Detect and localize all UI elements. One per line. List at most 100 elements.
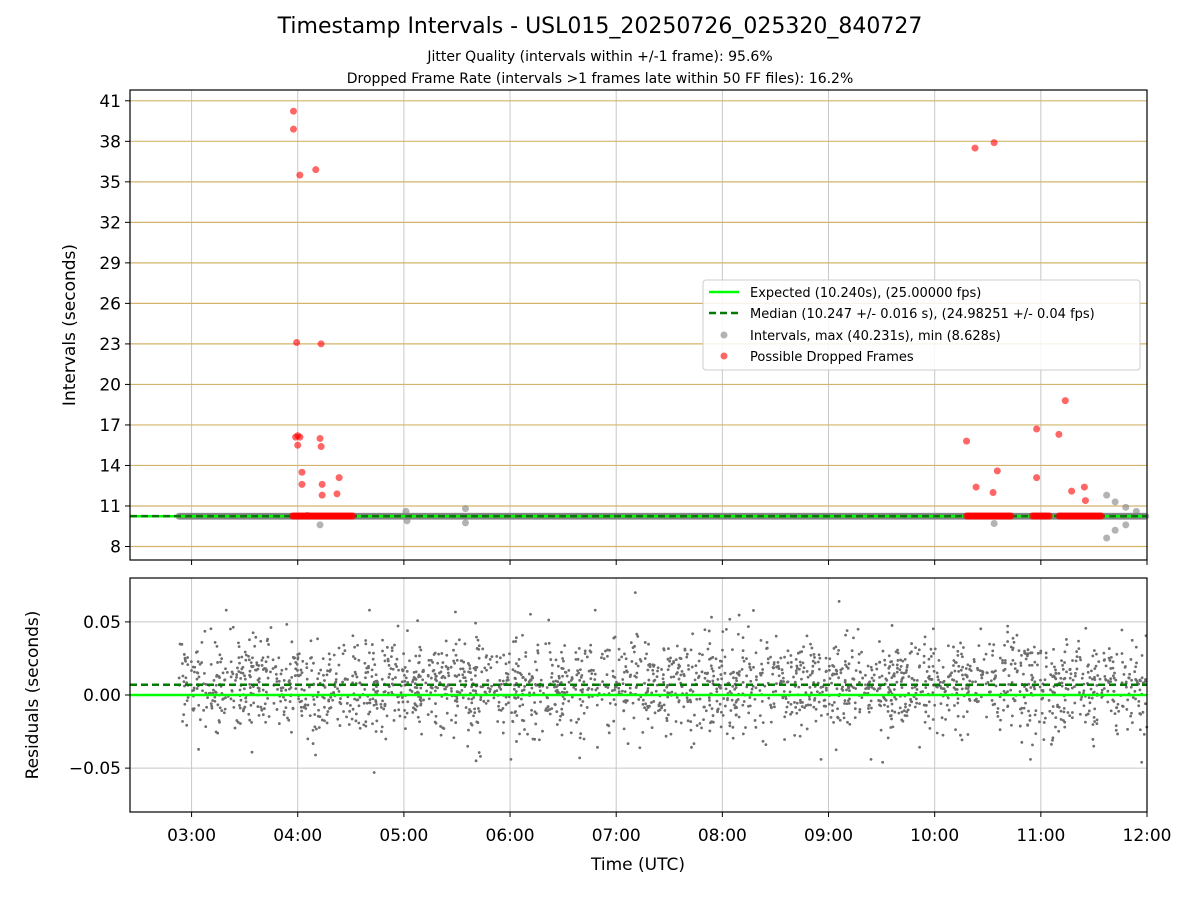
residual-point <box>924 710 928 714</box>
residual-point <box>264 720 268 724</box>
residual-point <box>1051 738 1054 742</box>
residual-point <box>282 695 285 699</box>
residual-point <box>579 675 583 679</box>
residual-point <box>809 703 812 707</box>
residual-point <box>772 666 776 670</box>
residual-point <box>806 675 810 679</box>
residual-point <box>578 756 582 760</box>
residual-point <box>1112 689 1116 693</box>
residual-point <box>197 747 200 751</box>
residual-point <box>480 670 484 674</box>
dropped-frame-point <box>289 107 297 115</box>
residual-point <box>956 697 960 701</box>
residual-point <box>514 677 517 681</box>
residual-point <box>830 673 834 677</box>
residual-point <box>498 656 502 660</box>
residual-point <box>989 679 993 683</box>
residual-point <box>682 672 686 676</box>
residual-point <box>1100 688 1104 692</box>
residual-point <box>439 733 443 737</box>
residual-point <box>1011 697 1015 700</box>
residual-point <box>895 663 899 667</box>
residual-point <box>785 705 789 709</box>
residual-point <box>275 677 279 681</box>
residual-point <box>884 677 888 681</box>
residual-point <box>288 700 292 703</box>
residual-point <box>484 702 488 705</box>
residual-point <box>397 708 401 712</box>
residual-point <box>544 642 548 646</box>
residual-point <box>1068 676 1072 680</box>
residual-point <box>706 671 710 675</box>
residual-point <box>872 673 876 677</box>
residual-point <box>1044 656 1048 660</box>
residual-point <box>864 673 867 677</box>
residual-point <box>418 698 422 702</box>
residual-point <box>1022 695 1026 699</box>
residual-point <box>526 732 529 736</box>
residual-point <box>1088 676 1092 679</box>
residual-point <box>229 697 233 701</box>
residual-point <box>968 664 972 668</box>
residual-point <box>405 711 409 715</box>
residual-point <box>455 658 459 662</box>
residual-point <box>559 714 562 718</box>
residual-point <box>1033 660 1037 664</box>
residual-point <box>1049 673 1053 677</box>
residual-point <box>312 698 316 701</box>
dropped-frame-point <box>296 171 304 179</box>
residual-point <box>238 703 241 707</box>
residual-point <box>1071 659 1074 662</box>
residual-point <box>959 641 962 645</box>
residual-point <box>622 727 626 731</box>
residual-point <box>1086 670 1090 674</box>
residual-point <box>965 710 969 714</box>
residual-point <box>620 655 624 659</box>
residual-point <box>752 609 755 612</box>
residual-point <box>244 653 248 657</box>
residual-point <box>827 664 831 668</box>
residual-point <box>501 707 505 710</box>
residual-point <box>1057 729 1061 733</box>
residual-point <box>760 700 764 703</box>
residual-point <box>1131 696 1135 699</box>
residual-point <box>798 708 802 712</box>
residual-point <box>577 646 581 650</box>
residual-point <box>832 665 836 668</box>
residual-point <box>902 671 906 675</box>
residual-point <box>1130 638 1134 642</box>
residual-point <box>1143 680 1147 683</box>
residual-point <box>582 711 586 715</box>
residual-point <box>709 664 713 668</box>
residual-point <box>754 686 758 690</box>
residual-point <box>952 678 956 682</box>
residual-point <box>239 676 243 680</box>
residual-point <box>731 725 735 729</box>
residual-point <box>477 644 481 648</box>
residual-point <box>462 660 466 664</box>
residual-point <box>561 674 564 678</box>
residual-point <box>900 686 904 689</box>
residual-point <box>719 673 723 676</box>
residual-point <box>380 725 384 729</box>
residual-point <box>825 688 828 692</box>
legend-intervals-marker <box>720 331 728 339</box>
residual-point <box>556 680 560 684</box>
residual-point <box>902 709 906 713</box>
residual-point <box>836 707 839 711</box>
residual-point <box>1088 701 1092 705</box>
residual-point <box>445 711 449 715</box>
residual-point <box>968 679 972 683</box>
residual-point <box>679 721 683 725</box>
residual-point <box>733 706 737 710</box>
residual-point <box>1036 663 1039 667</box>
residual-point <box>843 680 847 684</box>
residual-point <box>294 687 298 690</box>
dropped-frame-point <box>1061 397 1069 405</box>
residual-point <box>1113 671 1116 675</box>
residual-point <box>918 702 921 706</box>
residual-point <box>416 690 419 694</box>
residual-point <box>600 698 604 701</box>
residual-point <box>1120 652 1124 655</box>
residual-point <box>1019 707 1022 711</box>
